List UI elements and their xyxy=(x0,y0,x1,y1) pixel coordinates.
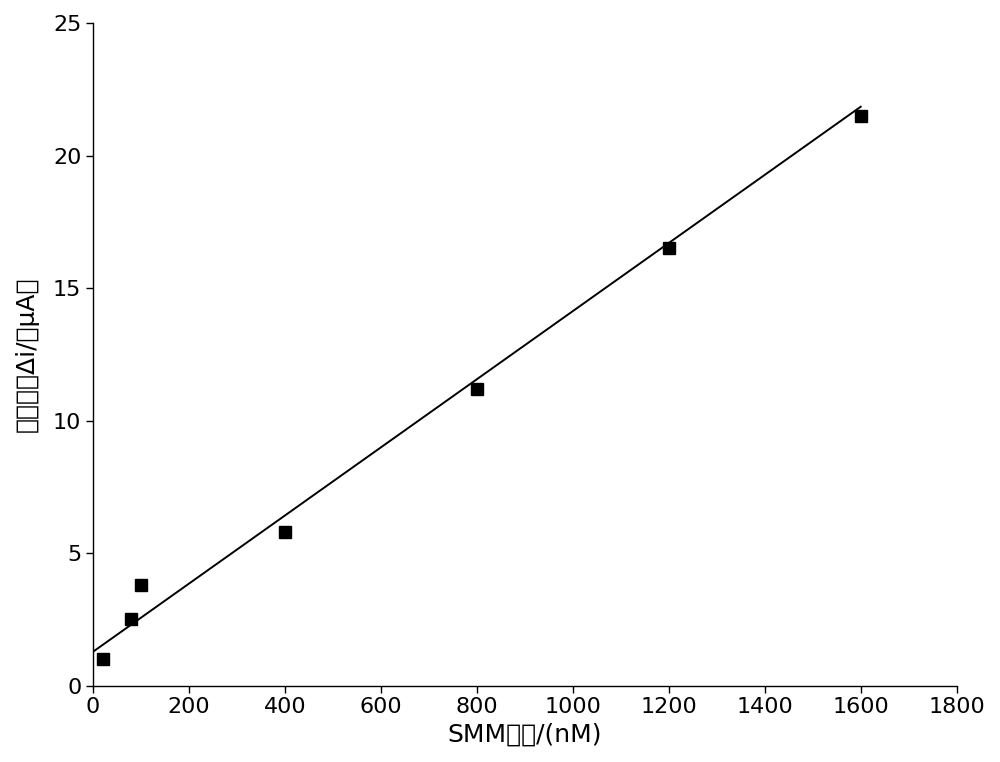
Y-axis label: 峻电流差Δi/（μA）: 峻电流差Δi/（μA） xyxy=(15,277,39,432)
X-axis label: SMM浓度/(nM): SMM浓度/(nM) xyxy=(448,723,602,747)
